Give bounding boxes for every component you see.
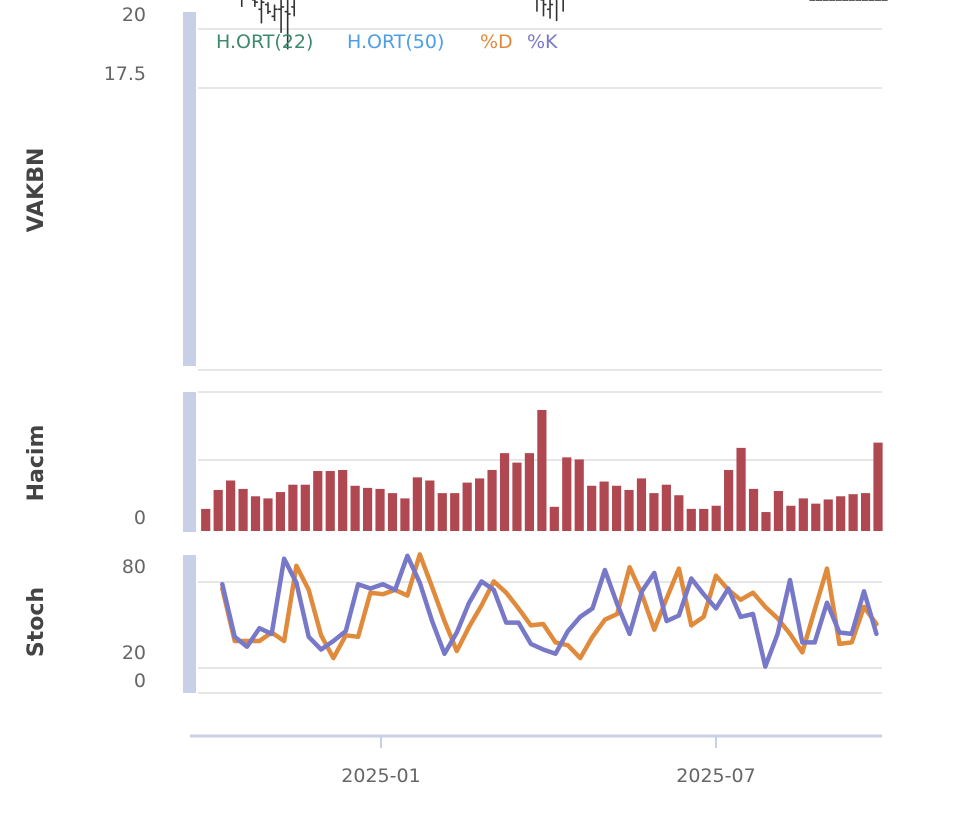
volume-bar <box>288 484 298 531</box>
volume-bar <box>512 462 522 531</box>
volume-bar <box>748 488 759 531</box>
volume-bar <box>711 505 721 531</box>
ohlc-bar <box>291 0 296 17</box>
volume-bar <box>537 410 547 531</box>
volume-bar <box>761 512 771 531</box>
price-panel-rail <box>183 12 196 366</box>
stoch-tick-label: 80 <box>122 556 146 578</box>
price-panel-label: VAKBN <box>24 148 49 233</box>
volume-bar <box>823 499 833 531</box>
legend: H.ORT(22) H.ORT(50) %D %K <box>216 31 558 53</box>
volume-bar <box>275 492 286 531</box>
volume-bar <box>848 494 858 531</box>
volume-bar <box>499 453 510 531</box>
volume-bars <box>201 410 883 531</box>
volume-panel-rail <box>183 392 196 532</box>
volume-bar <box>425 480 435 531</box>
ohlc-bar <box>284 0 291 50</box>
volume-bar <box>786 505 796 531</box>
volume-bar <box>325 471 335 531</box>
ohlc-bar <box>251 0 258 7</box>
volume-bar <box>437 493 447 531</box>
volume-bar <box>699 508 709 531</box>
ohlc-bar <box>264 2 271 14</box>
volume-bar <box>400 498 410 531</box>
volume-bar <box>860 493 871 531</box>
volume-bar <box>387 493 398 531</box>
panel-rails <box>183 12 196 693</box>
legend-item-stoch-k[interactable]: %K <box>527 31 558 53</box>
stoch-panel-label: Stoch <box>24 587 49 657</box>
volume-bar <box>686 508 696 531</box>
ohlc-bar <box>271 4 278 22</box>
stoch-d-line <box>220 552 879 661</box>
volume-bar <box>674 495 684 531</box>
volume-bar <box>587 485 597 531</box>
ohlc-bar <box>536 0 538 12</box>
ohlc-bar <box>555 0 558 22</box>
volume-bar <box>338 469 348 531</box>
volume-bar <box>362 487 373 531</box>
stoch-k-line <box>220 553 879 669</box>
ohlc-bar <box>562 0 564 12</box>
volume-bar <box>350 485 360 531</box>
volume-bar <box>811 503 821 531</box>
legend-item-ma22[interactable]: H.ORT(22) <box>216 31 313 53</box>
ohlc-bar <box>278 0 285 33</box>
x-tick-label: 2025-07 <box>676 765 755 787</box>
price-tick-label: 17.5 <box>104 63 146 85</box>
volume-bar <box>798 498 808 531</box>
volume-bar <box>574 459 584 531</box>
ohlc-bar <box>240 0 243 7</box>
volume-bar <box>624 489 634 531</box>
legend-item-stoch-d[interactable]: %D <box>480 31 513 53</box>
volume-bar <box>649 493 659 531</box>
volume-bar <box>611 485 622 531</box>
legend-item-ma50[interactable]: H.ORT(50) <box>347 31 444 53</box>
volume-bar <box>238 488 248 531</box>
ohlc-bars <box>240 0 888 50</box>
x-tick-label: 2025-01 <box>341 765 420 787</box>
stoch-panel-rail <box>183 555 196 693</box>
volume-bar <box>462 482 472 531</box>
volume-bar <box>873 442 883 531</box>
volume-bar <box>661 484 671 531</box>
volume-bar <box>201 508 211 531</box>
volume-bar <box>375 488 385 531</box>
series-lines <box>220 552 879 669</box>
volume-bar <box>562 457 572 531</box>
volume-bar <box>724 469 734 531</box>
volume-bar <box>313 471 323 531</box>
volume-panel-label: Hacim <box>24 425 49 502</box>
volume-bar <box>250 496 261 531</box>
volume-bar <box>836 496 846 531</box>
stoch-tick-label: 20 <box>122 642 146 664</box>
ohlc-bar <box>540 0 547 17</box>
volume-bar <box>213 489 223 531</box>
volume-bar <box>475 478 485 531</box>
volume-bar <box>524 453 535 531</box>
volume-bar <box>263 498 273 531</box>
volume-bar <box>450 493 460 531</box>
volume-tick-label: 0 <box>134 507 146 529</box>
volume-bar <box>487 469 497 531</box>
volume-bar <box>736 447 746 531</box>
volume-bar <box>412 477 422 531</box>
ohlc-bar <box>547 0 554 19</box>
stoch-tick-label: 0 <box>134 670 146 692</box>
volume-bar <box>549 506 559 531</box>
volume-bar <box>599 481 609 531</box>
volume-bar <box>773 491 784 531</box>
ohlc-bar <box>258 0 265 24</box>
volume-bar <box>636 478 647 531</box>
volume-bar <box>226 480 236 531</box>
volume-bar <box>300 484 310 531</box>
price-tick-label: 20 <box>122 4 146 26</box>
